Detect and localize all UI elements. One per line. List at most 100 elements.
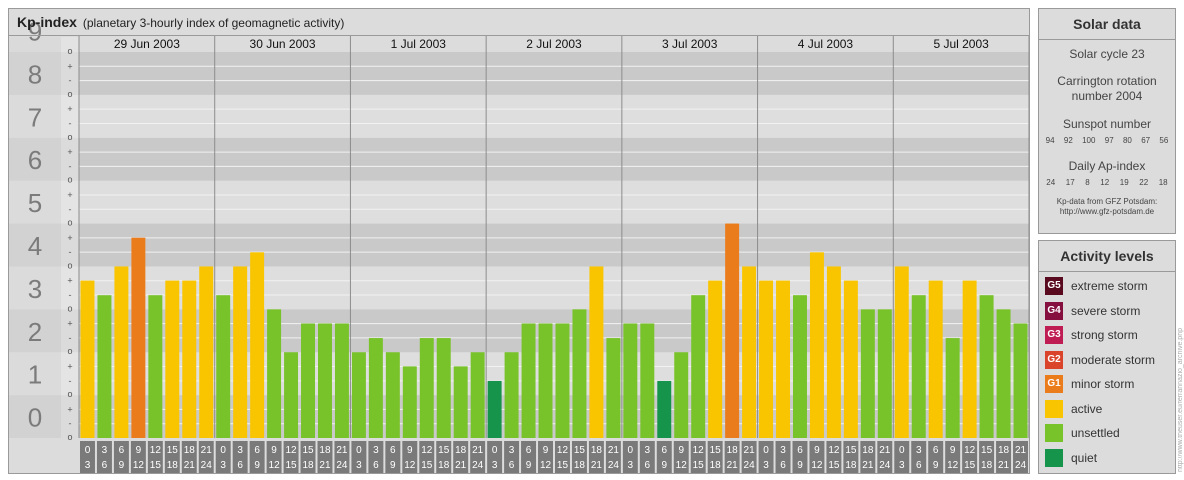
interval-end-label: 3 xyxy=(763,460,769,471)
interval-end-label: 6 xyxy=(237,460,243,471)
interval-end-label: 24 xyxy=(201,460,213,471)
interval-cell xyxy=(130,441,146,473)
sub-tick-label: o xyxy=(67,389,72,399)
legend-swatch xyxy=(1045,448,1063,467)
interval-end-label: 15 xyxy=(557,460,569,471)
interval-end-label: 18 xyxy=(167,460,179,471)
interval-start-label: 0 xyxy=(763,445,769,456)
kp-bar xyxy=(945,338,960,438)
interval-end-label: 9 xyxy=(119,460,125,471)
interval-start-label: 18 xyxy=(591,445,603,456)
y-tick-label: 9 xyxy=(28,17,42,47)
sub-tick-label: o xyxy=(67,346,72,356)
kp-bar xyxy=(928,280,943,438)
vertical-credit: http://www.theuser.eu/ferrahnazio_archiv… xyxy=(1178,328,1184,472)
activity-levels-panel: Activity levels G5 extreme storm G4 severe … xyxy=(1038,240,1176,474)
sub-tick-label: o xyxy=(67,89,72,99)
data-credit: Kp-data from GFZ Potsdam: http://www.gfz… xyxy=(1039,197,1175,217)
interval-start-label: 21 xyxy=(879,445,891,456)
interval-start-label: 21 xyxy=(1015,445,1027,456)
legend-label: severe storm xyxy=(1071,303,1141,318)
interval-cell xyxy=(741,441,757,473)
interval-start-label: 9 xyxy=(950,445,956,456)
interval-start-label: 12 xyxy=(964,445,976,456)
legend-label: minor storm xyxy=(1071,377,1135,392)
day-header-strip xyxy=(79,36,1029,52)
sub-tick-label: o xyxy=(67,260,72,270)
interval-start-label: 0 xyxy=(899,445,905,456)
interval-start-label: 3 xyxy=(780,445,786,456)
interval-end-label: 9 xyxy=(254,460,260,471)
interval-end-label: 3 xyxy=(220,460,226,471)
kp-bar xyxy=(487,380,502,438)
interval-start-label: 15 xyxy=(167,445,179,456)
y-tick-label: 6 xyxy=(28,145,42,175)
interval-start-label: 18 xyxy=(319,445,331,456)
legend-label: strong storm xyxy=(1071,328,1138,343)
interval-cell xyxy=(470,441,486,473)
kp-bar xyxy=(182,280,197,438)
kp-bar xyxy=(80,280,95,438)
day-label: 3 Jul 2003 xyxy=(662,37,718,51)
kp-bar xyxy=(623,323,638,438)
credit-line-1: Kp-data from GFZ Potsdam: xyxy=(1056,197,1158,206)
interval-start-label: 12 xyxy=(421,445,433,456)
interval-end-label: 18 xyxy=(845,460,857,471)
kp-bar xyxy=(165,280,180,438)
interval-start-label: 3 xyxy=(373,445,379,456)
interval-cell xyxy=(266,441,282,473)
interval-end-label: 21 xyxy=(727,460,739,471)
kp-bar xyxy=(233,266,248,438)
interval-start-label: 3 xyxy=(102,445,108,456)
interval-cell xyxy=(521,441,537,473)
interval-start-label: 12 xyxy=(828,445,840,456)
y-tick-label: 0 xyxy=(28,403,42,433)
solar-data-panel: Solar data Solar cycle 23 Carrington rot… xyxy=(1038,8,1176,234)
interval-cell xyxy=(860,441,876,473)
interval-start-label: 6 xyxy=(119,445,125,456)
kp-bar xyxy=(385,352,400,438)
ap-value: 8 xyxy=(1085,178,1090,187)
interval-start-label: 3 xyxy=(916,445,922,456)
legend-label: active xyxy=(1071,401,1103,416)
interval-end-label: 12 xyxy=(133,460,145,471)
credit-link[interactable]: http://www.gfz-potsdam.de xyxy=(1059,207,1155,216)
interval-end-label: 15 xyxy=(421,460,433,471)
interval-cell xyxy=(80,441,95,473)
kp-bar xyxy=(453,366,468,438)
sub-tick-label: + xyxy=(67,104,72,114)
y-tick-label: 2 xyxy=(28,317,42,347)
sub-tick-label: o xyxy=(67,432,72,442)
activity-levels-title: Activity levels xyxy=(1039,241,1175,272)
interval-cell xyxy=(164,441,180,473)
sub-tick-label: o xyxy=(67,218,72,228)
kp-bar xyxy=(911,295,926,438)
interval-end-label: 12 xyxy=(269,460,281,471)
interval-end-label: 3 xyxy=(85,460,91,471)
legend-item: G3 strong storm xyxy=(1039,323,1175,348)
legend-label: unsettled xyxy=(1071,426,1120,441)
level-band xyxy=(9,223,1029,267)
kp-bar xyxy=(657,380,672,438)
kp-bar xyxy=(199,266,214,438)
ap-value: 18 xyxy=(1158,178,1168,187)
sub-tick-column xyxy=(61,37,79,438)
sunspot-value: 97 xyxy=(1104,136,1114,145)
interval-end-label: 12 xyxy=(404,460,416,471)
interval-start-label: 9 xyxy=(136,445,142,456)
sub-tick-label: + xyxy=(67,276,72,286)
kp-bar xyxy=(368,338,383,438)
legend-swatch: G4 xyxy=(1045,301,1063,320)
kp-bar xyxy=(148,295,163,438)
kp-bar xyxy=(1013,323,1028,438)
y-tick-label: 3 xyxy=(28,274,42,304)
kp-bar xyxy=(538,323,553,438)
interval-end-label: 21 xyxy=(591,460,603,471)
interval-cell xyxy=(1013,441,1028,473)
interval-cell xyxy=(622,441,638,473)
level-band xyxy=(9,94,1029,138)
kp-bar xyxy=(674,352,689,438)
interval-cell xyxy=(436,441,452,473)
level-band xyxy=(9,137,1029,181)
kp-bar xyxy=(640,323,655,438)
